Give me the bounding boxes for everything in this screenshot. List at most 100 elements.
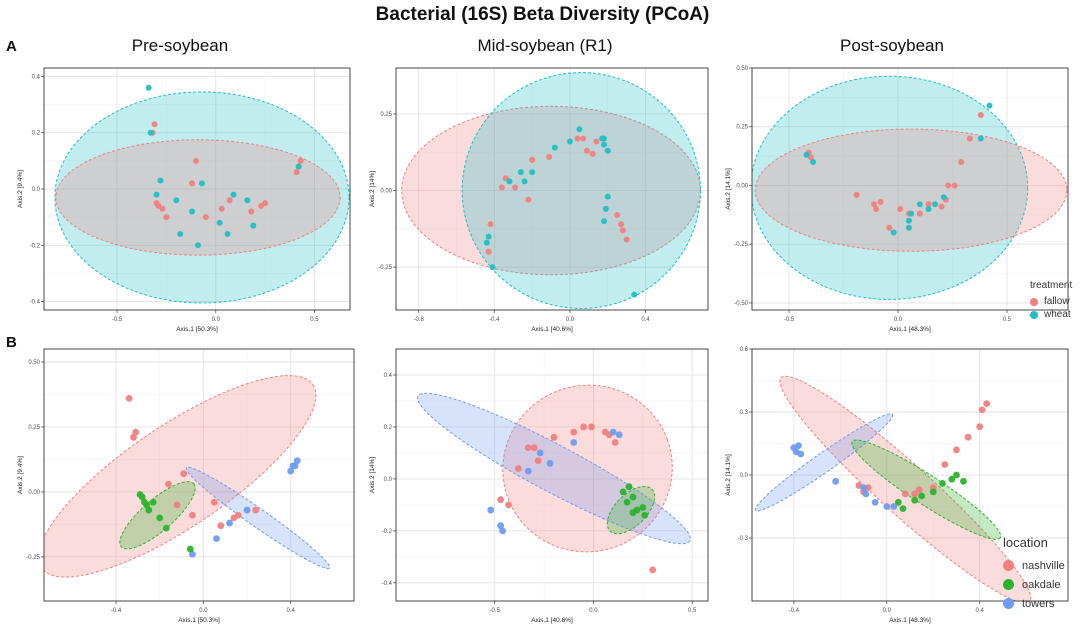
- point-fallow: [619, 227, 626, 234]
- y-tick-label: 0.4: [32, 74, 41, 80]
- point-wheat: [194, 242, 201, 249]
- point-oakdale: [953, 471, 960, 479]
- legend-label-fallow: fallow: [1044, 296, 1070, 307]
- point-towers: [795, 442, 802, 449]
- point-wheat: [157, 177, 164, 184]
- point-wheat: [153, 191, 160, 198]
- plot-frame: [43, 348, 355, 602]
- point-nashville: [210, 498, 218, 506]
- plot-frame: [43, 67, 351, 311]
- point-oakdale: [143, 501, 151, 509]
- point-fallow: [189, 180, 196, 187]
- point-fallow: [623, 236, 630, 243]
- point-towers: [862, 490, 870, 498]
- point-wheat: [177, 231, 184, 238]
- point-nashville: [864, 484, 872, 491]
- y-tick-label: 0.50: [736, 66, 748, 72]
- point-oakdale: [162, 524, 170, 532]
- point-fallow: [202, 214, 209, 221]
- x-tick-label: -0.4: [789, 608, 800, 614]
- point-fallow: [262, 200, 269, 207]
- y-tick-label: -0.25: [26, 555, 40, 561]
- legend-treatment: treatment fallow wheat: [1030, 280, 1072, 321]
- legend-location: location nashville oakdale towers: [1003, 535, 1065, 613]
- point-towers: [860, 484, 867, 491]
- point-fallow: [583, 147, 590, 154]
- ellipse-wheat: [752, 75, 1029, 300]
- legend-item-towers: towers: [1003, 594, 1065, 613]
- point-fallow: [546, 153, 553, 160]
- point-wheat: [602, 205, 609, 212]
- x-tick-label: 0.4: [287, 608, 296, 614]
- row-label-a: A: [6, 38, 17, 55]
- x-axis-label: Axis.1 [50.3%]: [176, 326, 218, 333]
- point-fallow: [853, 191, 860, 198]
- point-nashville: [550, 433, 558, 441]
- y-axis-label: Axis.2 [9.4%]: [17, 170, 24, 208]
- point-wheat: [566, 138, 573, 145]
- point-fallow: [159, 205, 166, 212]
- legend-item-fallow: fallow: [1030, 295, 1072, 308]
- point-wheat: [145, 84, 152, 91]
- fallow-swatch: [1030, 297, 1038, 306]
- point-towers: [883, 503, 891, 510]
- y-tick-label: -0.25: [378, 265, 392, 271]
- point-towers: [890, 503, 898, 510]
- y-tick-label: 0.6: [740, 347, 749, 353]
- point-nashville: [570, 428, 578, 436]
- plot-background: [44, 349, 354, 601]
- plot-background: [752, 68, 1068, 310]
- x-axis-label: Axis.1 [40.6%]: [531, 617, 573, 624]
- y-axis-label: Axis.2 [14.1%]: [725, 168, 732, 210]
- point-oakdale: [918, 492, 926, 500]
- plot-a-pre-soybean: -0.5 0.0 0.5 -0.4 -0.2 0.0 0.2 0.4 Axis.1 [50.3%…: [17, 67, 351, 333]
- column-title-post-soybean: Post-soybean: [840, 36, 944, 55]
- y-tick-label: 0.25: [736, 125, 748, 131]
- y-tick-label: -0.25: [734, 242, 748, 248]
- y-tick-label: 0.25: [380, 112, 392, 118]
- plot-a-post-soybean: -0.5 0.0 0.5 -0.50 -0.25 0.00 0.25 0.50 Axis.1 […: [725, 66, 1069, 333]
- point-wheat: [147, 129, 154, 136]
- point-wheat: [908, 210, 915, 217]
- y-tick-label: -0.2: [382, 529, 393, 535]
- plot-frame: [395, 67, 709, 311]
- point-fallow: [877, 198, 884, 205]
- y-tick-label: 0.00: [736, 183, 748, 189]
- point-wheat: [932, 201, 939, 208]
- legend-label-oakdale: oakdale: [1022, 578, 1061, 591]
- plot-frame: [395, 348, 709, 602]
- point-nashville: [915, 486, 923, 494]
- point-oakdale: [929, 488, 937, 496]
- ellipse-layer: [752, 75, 1068, 300]
- row-label-b: B: [6, 334, 17, 351]
- point-fallow: [193, 157, 200, 164]
- point-towers: [570, 439, 578, 446]
- point-oakdale: [899, 505, 907, 512]
- point-fallow: [151, 121, 158, 128]
- point-fallow: [248, 208, 255, 215]
- y-tick-label: -0.4: [30, 300, 41, 306]
- point-towers: [871, 498, 879, 506]
- x-tick-label: 0.4: [641, 317, 650, 323]
- point-fallow: [593, 138, 600, 145]
- column-title-pre-soybean: Pre-soybean: [131, 36, 229, 55]
- point-oakdale: [625, 483, 633, 491]
- point-nashville: [978, 406, 986, 414]
- point-towers: [189, 550, 196, 558]
- point-towers: [797, 450, 805, 458]
- point-towers: [293, 457, 301, 465]
- point-nashville: [497, 496, 505, 504]
- point-towers: [497, 522, 505, 530]
- x-tick-label: -0.5: [112, 317, 123, 323]
- point-nashville: [524, 444, 532, 452]
- point-towers: [487, 506, 495, 514]
- y-tick-label: -0.2: [30, 243, 41, 249]
- ellipse-oakdale: [851, 439, 1002, 540]
- ellipse-wheat: [54, 91, 350, 304]
- legend-item-wheat: wheat: [1030, 308, 1072, 321]
- ellipse-fallow: [754, 128, 1068, 252]
- point-wheat: [905, 217, 912, 224]
- point-fallow: [871, 201, 878, 208]
- point-towers: [615, 431, 623, 439]
- point-nashville: [217, 522, 225, 530]
